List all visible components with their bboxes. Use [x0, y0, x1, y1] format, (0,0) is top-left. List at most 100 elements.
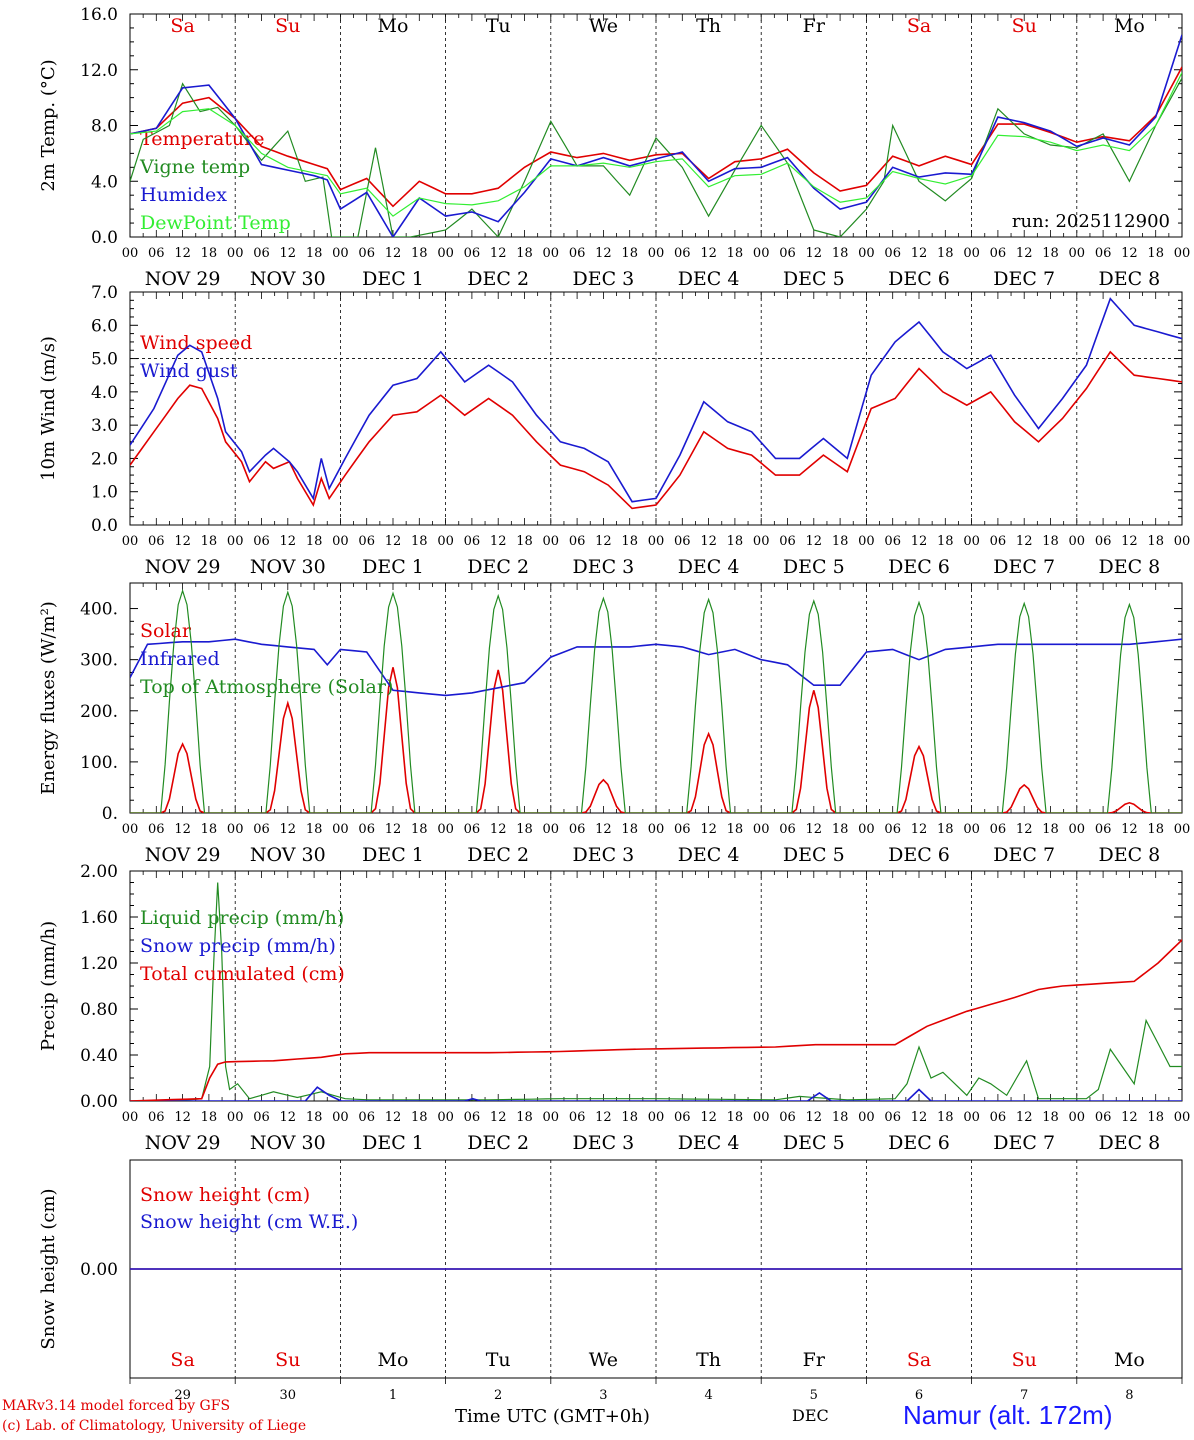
energy-y-tick-label: 100. [80, 753, 118, 773]
precip-hour-label: 18 [727, 1110, 744, 1125]
wind-hour-label: 12 [174, 534, 191, 549]
temp-hour-label: 00 [1069, 246, 1086, 261]
energy-date-label: DEC 2 [467, 844, 529, 866]
energy-date-label: DEC 7 [993, 844, 1055, 866]
precip-hour-label: 18 [516, 1110, 533, 1125]
precip-date-label: DEC 4 [678, 1132, 740, 1154]
energy-hour-label: 00 [648, 822, 665, 837]
energy-legend-top-of-atmosphere-solar: Top of Atmosphere (Solar) [140, 676, 393, 698]
energy-legend-solar: Solar [140, 620, 192, 642]
temp-date-label: DEC 7 [993, 268, 1055, 290]
energy-hour-label: 18 [1042, 822, 1059, 837]
precip-hour-label: 00 [753, 1110, 770, 1125]
energy-hour-label: 12 [1016, 822, 1033, 837]
wind-y-tick-label: 6.0 [91, 316, 118, 336]
wind-hour-label: 00 [1069, 534, 1086, 549]
precip-date-label: DEC 8 [1099, 1132, 1161, 1154]
precip-hour-label: 00 [648, 1110, 665, 1125]
wind-hour-label: 18 [1042, 534, 1059, 549]
wind-hour-label: 06 [990, 534, 1007, 549]
wind-date-label: DEC 7 [993, 556, 1055, 578]
temp-weekday-label: Su [1012, 15, 1037, 37]
snow-weekday-label: Mo [378, 1349, 409, 1371]
precip-date-label: DEC 2 [467, 1132, 529, 1154]
precip-date-label: NOV 30 [250, 1132, 326, 1154]
precip-hour-label: 06 [464, 1110, 481, 1125]
energy-hour-label: 00 [858, 822, 875, 837]
energy-hour-label: 06 [674, 822, 691, 837]
temp-hour-label: 18 [937, 246, 954, 261]
wind-hour-label: 00 [437, 534, 454, 549]
energy-hour-label: 00 [1069, 822, 1086, 837]
temp-hour-label: 12 [806, 246, 823, 261]
energy-date-label: DEC 1 [362, 844, 424, 866]
wind-date-label: NOV 30 [250, 556, 326, 578]
wind-date-label: DEC 8 [1099, 556, 1161, 578]
temp-date-label: DEC 1 [362, 268, 424, 290]
energy-hour-label: 00 [543, 822, 560, 837]
precip-y-tick-label: 2.00 [80, 862, 118, 882]
precip-series-liquid-precip-mm-h [130, 882, 1182, 1101]
precip-hour-label: 06 [358, 1110, 375, 1125]
energy-hour-label: 00 [1174, 822, 1191, 837]
energy-hour-label: 12 [385, 822, 402, 837]
day-number-label: 4 [704, 1388, 712, 1403]
precip-series-snow-precip-mm-h [130, 1086, 1182, 1101]
wind-hour-label: 00 [1174, 534, 1191, 549]
precip-series-total-cumulated-cm [130, 938, 1182, 1101]
temp-hour-label: 12 [490, 246, 507, 261]
temp-hour-label: 06 [253, 246, 270, 261]
precip-y-tick-label: 0.80 [80, 1000, 118, 1020]
temp-weekday-label: Mo [1114, 15, 1145, 37]
wind-hour-label: 18 [201, 534, 218, 549]
temp-weekday-label: Tu [486, 15, 511, 37]
precip-legend-snow-precip-mm-h: Snow precip (mm/h) [140, 935, 336, 957]
precip-hour-label: 12 [806, 1110, 823, 1125]
snow-weekday-label: Sa [907, 1349, 931, 1371]
run-label: run: 2025112900 [1012, 211, 1170, 232]
temp-hour-label: 00 [1174, 246, 1191, 261]
energy-hour-label: 06 [253, 822, 270, 837]
temp-hour-label: 06 [990, 246, 1007, 261]
energy-hour-label: 06 [779, 822, 796, 837]
energy-hour-label: 12 [595, 822, 612, 837]
temp-series-humidex [130, 34, 1182, 237]
temp-hour-label: 12 [595, 246, 612, 261]
precip-hour-label: 00 [858, 1110, 875, 1125]
precip-y-axis-label: Precip (mm/h) [38, 921, 59, 1051]
wind-hour-label: 06 [779, 534, 796, 549]
energy-hour-label: 06 [884, 822, 901, 837]
energy-hour-label: 06 [358, 822, 375, 837]
precip-date-label: DEC 7 [993, 1132, 1055, 1154]
precip-hour-label: 06 [674, 1110, 691, 1125]
temp-hour-label: 06 [358, 246, 375, 261]
energy-date-label: NOV 29 [145, 844, 221, 866]
wind-hour-label: 06 [1095, 534, 1112, 549]
energy-hour-label: 06 [990, 822, 1007, 837]
station-title: Namur (alt. 172m) [903, 1400, 1113, 1430]
energy-legend-infrared: Infrared [140, 648, 220, 670]
precip-y-tick-label: 0.40 [80, 1046, 118, 1066]
temp-y-tick-label: 12.0 [80, 61, 118, 81]
temp-weekday-label: Su [275, 15, 300, 37]
wind-date-label: DEC 4 [678, 556, 740, 578]
temp-date-label: DEC 2 [467, 268, 529, 290]
precip-hour-label: 18 [621, 1110, 638, 1125]
snow-weekday-label: Su [275, 1349, 300, 1371]
energy-hour-label: 18 [621, 822, 638, 837]
wind-hour-label: 12 [1121, 534, 1138, 549]
wind-hour-label: 18 [937, 534, 954, 549]
day-number-label: 3 [599, 1388, 607, 1403]
day-number-label: 30 [280, 1388, 297, 1403]
energy-hour-label: 06 [464, 822, 481, 837]
wind-date-label: DEC 1 [362, 556, 424, 578]
temp-hour-label: 12 [911, 246, 928, 261]
wind-hour-label: 18 [411, 534, 428, 549]
temp-legend-dewpoint-temp: DewPoint Temp [140, 212, 291, 234]
precip-hour-label: 18 [937, 1110, 954, 1125]
energy-date-label: NOV 30 [250, 844, 326, 866]
wind-hour-label: 12 [595, 534, 612, 549]
wind-hour-label: 00 [332, 534, 349, 549]
wind-legend-wind-speed: Wind speed [140, 332, 252, 354]
